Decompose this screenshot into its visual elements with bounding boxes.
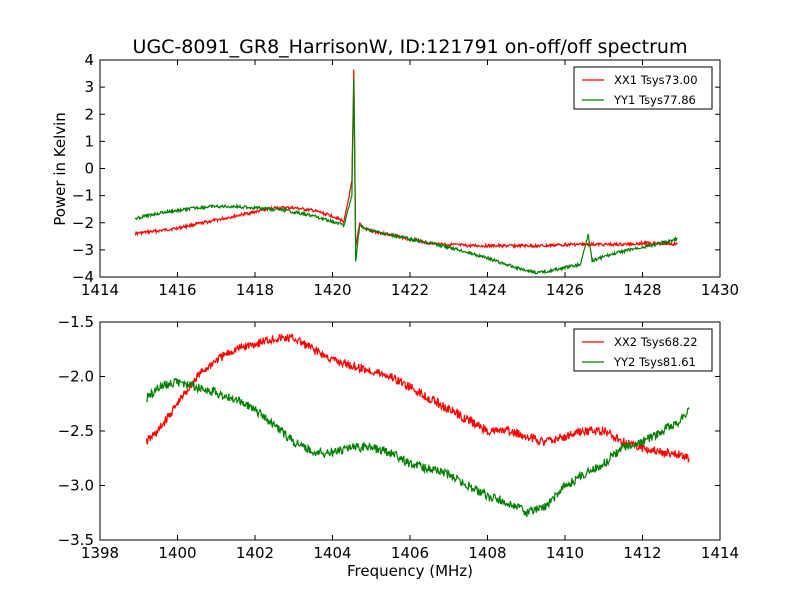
bottom-series-xx-line [145,333,690,463]
y-tick-label: 3 [84,78,94,96]
legend: XX2 Tsys68.22 YY2 Tsys81.61 [573,328,713,372]
x-tick-label: 1414 [701,544,739,562]
y-axis-label: Power in Kelvin [51,112,69,226]
x-tick-label: 1418 [236,281,274,299]
x-tick-label: 1414 [81,281,119,299]
x-tick-label: 1416 [158,281,196,299]
y-tick-label: 1 [84,132,94,150]
legend-entry: XX2 Tsys68.22 [614,335,698,349]
legend-box [573,328,713,372]
y-tick-label: −3 [72,241,94,259]
y-tick-label: −1.5 [58,313,94,331]
y-tick-label: −4 [72,268,94,286]
x-tick-label: 1420 [313,281,351,299]
legend-box [573,66,713,110]
bottom-plot-panel: 1398 1400 1402 1404 1406 1408 1410 1412 1414 −3.5… [58,313,740,562]
y-tick-label: −2.0 [58,368,94,386]
x-tick-label: 1404 [313,544,351,562]
y-tick-label: 0 [84,160,94,178]
x-tick-label: 1406 [391,544,429,562]
y-tick-label: 2 [84,105,94,123]
y-tick-label: 4 [84,51,94,69]
y-tick-label: −1 [72,187,94,205]
x-tick-label: 1428 [623,281,661,299]
top-plot-panel: 1414 1416 1418 1420 1422 1424 1426 1428 1430−4−3… [72,51,739,299]
x-tick-label: 1426 [546,281,584,299]
x-tick-label: 1400 [158,544,196,562]
x-tick-label: 1422 [391,281,429,299]
x-axis-label: Frequency (MHz) [347,562,473,580]
legend-entry: YY1 Tsys77.86 [613,93,696,107]
x-tick-label: 1424 [468,281,506,299]
chart-title: UGC-8091_GR8_HarrisonW, ID:121791 on-off… [133,36,688,58]
legend-entry: YY2 Tsys81.61 [613,355,696,369]
legend-entry: XX1 Tsys73.00 [614,73,698,87]
x-tick-label: 1408 [468,544,506,562]
bottom-series-yy-line [146,377,690,518]
x-tick-label: 1412 [623,544,661,562]
y-tick-label: −2.5 [58,422,94,440]
y-tick-label: −3.5 [58,531,94,549]
y-tick-label: −3.0 [58,477,94,495]
x-tick-label: 1402 [236,544,274,562]
legend: XX1 Tsys73.00 YY1 Tsys77.86 [573,66,713,110]
x-tick-label: 1410 [546,544,584,562]
x-tick-label: 1430 [701,281,739,299]
top-series-yy-line [134,78,678,276]
y-tick-label: −2 [72,214,94,232]
x-tick-label: 1398 [81,544,119,562]
